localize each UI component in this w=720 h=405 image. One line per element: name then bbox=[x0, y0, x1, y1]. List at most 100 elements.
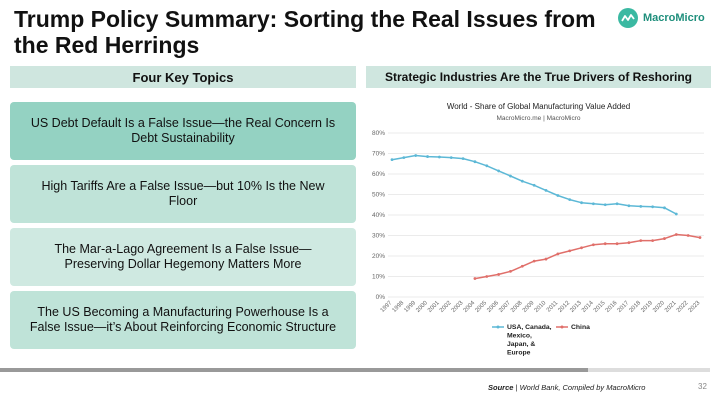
x-tick-label: 2008 bbox=[510, 300, 524, 314]
data-point bbox=[686, 234, 690, 237]
data-point bbox=[568, 249, 572, 253]
data-point bbox=[532, 183, 536, 187]
y-tick-label: 10% bbox=[372, 274, 385, 281]
y-tick-label: 80% bbox=[372, 130, 385, 137]
x-tick-label: 2003 bbox=[451, 300, 465, 314]
x-tick-label: 2010 bbox=[534, 300, 548, 314]
manufacturing-share-chart: 0%10%20%30%40%50%60%70%80%19971998199920… bbox=[372, 130, 704, 357]
page-number: 32 bbox=[698, 382, 707, 391]
data-point bbox=[414, 154, 418, 157]
x-tick-label: 2021 bbox=[664, 300, 678, 314]
data-point bbox=[603, 242, 607, 246]
data-point bbox=[544, 257, 548, 261]
topic-card-1: US Debt Default Is a False Issue—the Rea… bbox=[10, 102, 356, 160]
data-point bbox=[580, 246, 583, 250]
source-note: Source | World Bank, Compiled by MacroMi… bbox=[488, 383, 646, 392]
data-point bbox=[509, 269, 512, 273]
data-point bbox=[509, 174, 512, 178]
series-line-2 bbox=[474, 233, 701, 280]
data-point bbox=[556, 194, 560, 197]
data-point bbox=[591, 243, 595, 247]
left-section-header: Four Key Topics bbox=[10, 66, 356, 88]
x-tick-label: 2019 bbox=[640, 300, 654, 314]
brand-name: MacroMicro bbox=[643, 12, 705, 24]
data-point bbox=[639, 204, 643, 208]
data-point bbox=[651, 239, 655, 243]
data-point bbox=[402, 156, 406, 159]
y-tick-label: 50% bbox=[372, 192, 385, 199]
data-point bbox=[461, 157, 465, 161]
legend-marker bbox=[560, 325, 564, 329]
macromicro-logo-icon bbox=[618, 8, 638, 28]
data-point bbox=[473, 277, 477, 280]
x-tick-label: 2017 bbox=[617, 300, 631, 314]
x-tick-label: 2005 bbox=[474, 300, 488, 314]
y-tick-label: 30% bbox=[372, 233, 385, 240]
data-point bbox=[437, 155, 441, 159]
x-tick-label: 2020 bbox=[652, 300, 666, 314]
x-tick-label: 2000 bbox=[415, 300, 429, 314]
data-point bbox=[674, 233, 678, 236]
data-point bbox=[520, 264, 524, 268]
legend-marker bbox=[496, 325, 500, 329]
legend-label: Europe bbox=[507, 350, 531, 357]
y-tick-label: 0% bbox=[376, 294, 386, 301]
legend-label: USA, Canada, bbox=[507, 324, 552, 331]
x-tick-label: 2018 bbox=[628, 300, 642, 314]
y-tick-label: 60% bbox=[372, 171, 385, 178]
x-tick-label: 2014 bbox=[581, 300, 595, 314]
y-tick-label: 20% bbox=[372, 253, 385, 260]
footer-divider bbox=[0, 368, 588, 372]
x-tick-label: 2015 bbox=[593, 300, 607, 314]
data-point bbox=[473, 160, 477, 164]
legend-label: Japan, & bbox=[507, 341, 535, 348]
y-tick-label: 40% bbox=[372, 212, 385, 219]
data-point bbox=[556, 252, 560, 256]
x-tick-label: 2013 bbox=[569, 300, 583, 314]
data-point bbox=[485, 275, 489, 278]
source-text: World Bank, Compiled by MacroMicro bbox=[519, 383, 646, 392]
x-tick-label: 2001 bbox=[427, 300, 441, 314]
data-point bbox=[497, 273, 501, 276]
x-tick-label: 1998 bbox=[392, 300, 406, 314]
data-point bbox=[544, 189, 548, 192]
data-point bbox=[390, 158, 394, 162]
data-point bbox=[580, 201, 583, 205]
x-tick-label: 2002 bbox=[439, 300, 453, 314]
data-point bbox=[485, 164, 489, 168]
chart-title: World - Share of Global Manufacturing Va… bbox=[446, 102, 631, 111]
slide-title: Trump Policy Summary: Sorting the Real I… bbox=[14, 6, 596, 58]
chart-subtitle: MacroMicro.me | MacroMicro bbox=[496, 115, 581, 122]
x-tick-label: 1999 bbox=[403, 300, 417, 314]
topic-card-4: The US Becoming a Manufacturing Powerhou… bbox=[10, 291, 356, 349]
legend-label: China bbox=[571, 324, 590, 331]
topic-card-2: High Tariffs Are a False Issue—but 10% I… bbox=[10, 165, 356, 223]
x-tick-label: 2011 bbox=[546, 300, 560, 314]
y-tick-label: 70% bbox=[372, 151, 385, 158]
data-point bbox=[426, 155, 429, 158]
data-point bbox=[674, 212, 678, 216]
data-point bbox=[651, 205, 655, 209]
data-point bbox=[568, 198, 572, 202]
x-tick-label: 2007 bbox=[498, 300, 512, 314]
legend-label: Mexico, bbox=[507, 333, 532, 340]
data-point bbox=[591, 202, 595, 206]
x-tick-label: 2004 bbox=[463, 300, 477, 314]
x-tick-label: 2023 bbox=[688, 300, 702, 314]
x-tick-label: 2016 bbox=[605, 300, 619, 314]
data-point bbox=[615, 242, 619, 246]
footer-divider-light bbox=[588, 368, 710, 372]
data-point bbox=[615, 202, 619, 206]
data-point bbox=[698, 236, 702, 239]
data-point bbox=[497, 169, 501, 173]
x-tick-label: 2012 bbox=[557, 300, 571, 314]
data-point bbox=[663, 206, 666, 210]
source-label: Source bbox=[488, 383, 514, 392]
right-section-header: Strategic Industries Are the True Driver… bbox=[366, 66, 711, 88]
data-point bbox=[603, 203, 607, 207]
x-tick-label: 2009 bbox=[522, 300, 536, 314]
brand-logo: MacroMicro bbox=[618, 8, 705, 28]
data-point bbox=[520, 179, 524, 183]
topic-card-3: The Mar-a-Lago Agreement Is a False Issu… bbox=[10, 228, 356, 286]
x-tick-label: 1997 bbox=[380, 300, 394, 314]
